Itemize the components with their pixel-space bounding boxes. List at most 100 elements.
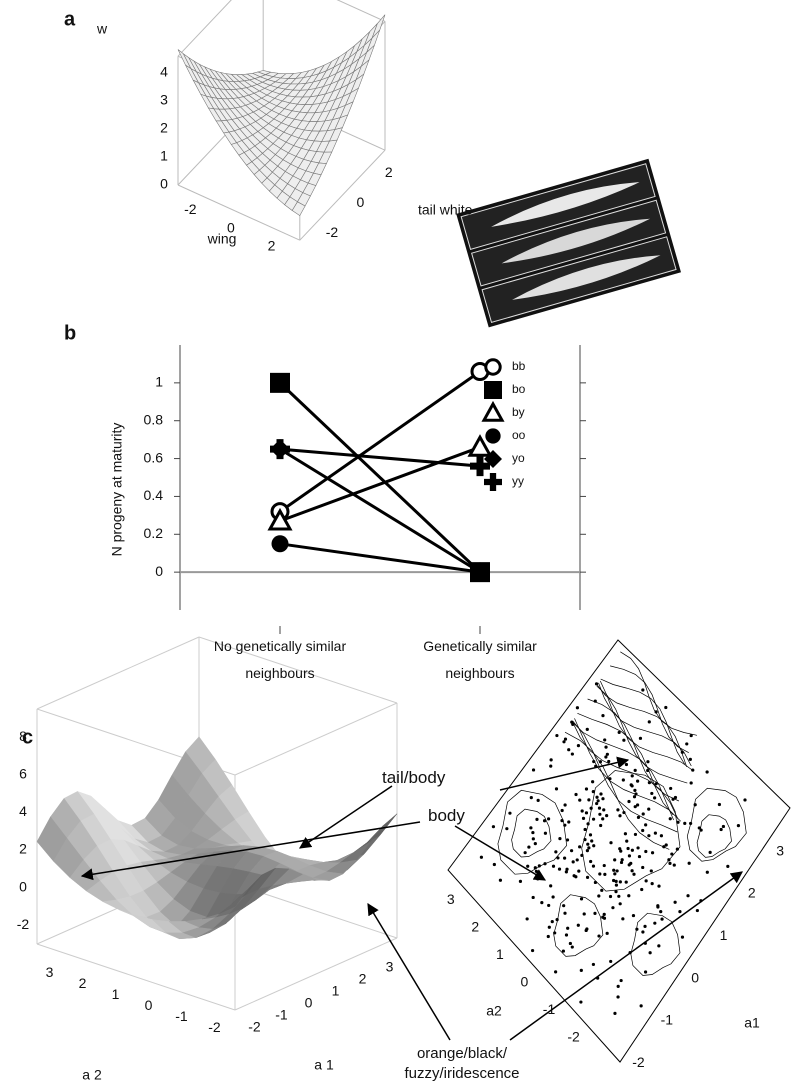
data-dot: [530, 796, 533, 799]
data-dot: [556, 856, 559, 859]
x-tick-label: 2: [79, 975, 87, 991]
data-dot: [644, 823, 647, 826]
z-tick-label: 0: [19, 878, 27, 894]
y-tick-label: 2: [385, 164, 393, 180]
box-edge: [235, 938, 397, 1010]
data-dot: [670, 852, 673, 855]
data-dot: [638, 855, 641, 858]
data-dot: [580, 854, 583, 857]
data-dot: [547, 904, 550, 907]
data-dot: [580, 969, 583, 972]
data-dot: [634, 833, 637, 836]
y-tick-label: 1: [720, 927, 728, 943]
point-marker: [270, 373, 290, 393]
y-tick-label: 2: [359, 971, 367, 987]
data-dot: [576, 706, 579, 709]
data-dot: [615, 884, 618, 887]
data-dot: [590, 807, 593, 810]
data-dot: [620, 979, 623, 982]
data-dot: [562, 740, 565, 743]
data-dot: [653, 922, 656, 925]
y-axis-label: a 1: [314, 1057, 334, 1073]
data-dot: [574, 875, 577, 878]
data-dot: [635, 928, 638, 931]
x-tick-label: 0: [145, 997, 153, 1013]
data-dot: [584, 828, 587, 831]
data-dot: [532, 768, 535, 771]
data-dot: [535, 870, 538, 873]
data-dot: [669, 817, 672, 820]
x-tick-label: No genetically similar neighbours: [205, 633, 355, 687]
data-dot: [603, 917, 606, 920]
data-dot: [586, 876, 589, 879]
data-dot: [722, 825, 725, 828]
data-dot: [604, 746, 607, 749]
series-line: [280, 372, 480, 512]
data-dot: [644, 850, 647, 853]
data-dot: [532, 896, 535, 899]
x-tick-label: 3: [46, 964, 54, 980]
data-dot: [609, 960, 612, 963]
data-dot: [678, 910, 681, 913]
data-dot: [564, 803, 567, 806]
y-tick-label: -2: [326, 224, 339, 240]
data-dot: [603, 738, 606, 741]
data-dot: [631, 869, 634, 872]
data-dot: [499, 879, 502, 882]
data-dot: [565, 870, 568, 873]
y-tick-label: 0.2: [144, 525, 164, 541]
data-dot: [634, 805, 637, 808]
data-dot: [688, 862, 691, 865]
data-dot: [585, 927, 588, 930]
data-dot: [608, 777, 611, 780]
data-dot: [540, 901, 543, 904]
y-tick-label: 1: [332, 983, 340, 999]
x-tick-label: 1: [112, 986, 120, 1002]
data-dot: [671, 798, 674, 801]
data-dot: [592, 865, 595, 868]
y-tick-label: -2: [632, 1054, 645, 1070]
box-edge: [263, 0, 385, 21]
data-dot: [549, 884, 552, 887]
data-dot: [618, 847, 621, 850]
data-dot: [650, 869, 653, 872]
data-dot: [543, 862, 546, 865]
z-tick-label: 2: [160, 120, 168, 136]
data-dot: [632, 873, 635, 876]
box-edge: [37, 944, 235, 1010]
data-dot: [585, 811, 588, 814]
x-axis-label: wing: [207, 231, 237, 247]
data-dot: [538, 864, 541, 867]
z-tick-label: 0: [160, 176, 168, 192]
data-dot: [706, 871, 709, 874]
data-dot: [660, 834, 663, 837]
data-dot: [641, 930, 644, 933]
z-tick-label: 6: [19, 766, 27, 782]
y-tick-label: -2: [248, 1019, 261, 1035]
data-dot: [649, 951, 652, 954]
data-dot: [630, 783, 633, 786]
data-dot: [577, 924, 580, 927]
data-dot: [526, 865, 529, 868]
y-tick-label: 0.4: [144, 487, 164, 503]
x-tick-label: -2: [184, 201, 197, 217]
data-dot: [617, 985, 620, 988]
data-dot: [655, 782, 658, 785]
z-tick-label: 1: [160, 148, 168, 164]
data-dot: [607, 760, 610, 763]
data-dot: [606, 753, 609, 756]
data-dot: [534, 866, 537, 869]
y-axis-label: a1: [744, 1015, 760, 1031]
data-dot: [566, 838, 569, 841]
data-dot: [558, 868, 561, 871]
y-axis-label: tail white: [418, 202, 473, 218]
data-dot: [598, 806, 601, 809]
data-dot: [519, 880, 522, 883]
y-tick-label: 0: [305, 995, 313, 1011]
data-dot: [569, 942, 572, 945]
data-dot: [595, 682, 598, 685]
data-dot: [587, 798, 590, 801]
data-dot: [572, 860, 575, 863]
data-dot: [551, 920, 554, 923]
data-dot: [609, 841, 612, 844]
